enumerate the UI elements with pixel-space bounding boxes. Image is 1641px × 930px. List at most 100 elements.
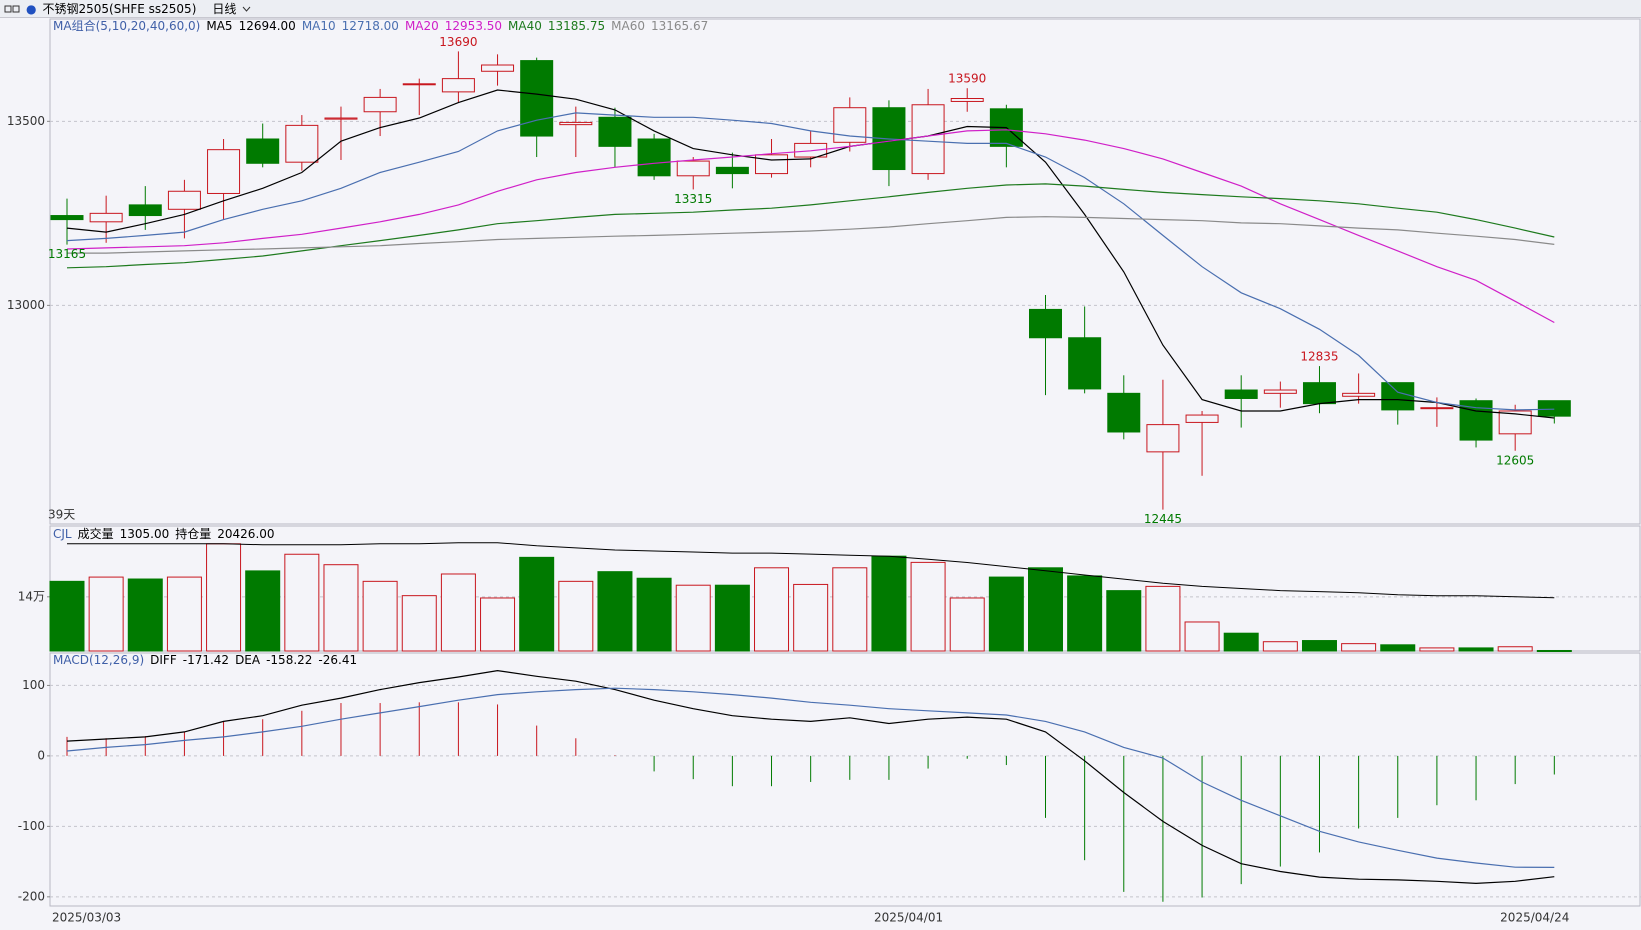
- candle-body: [1342, 392, 1376, 397]
- volume-bar: [1145, 585, 1181, 652]
- legend-value: -158.22: [266, 653, 313, 667]
- extreme-label: 12605: [1496, 453, 1534, 467]
- volume-bar: [793, 583, 829, 652]
- panel-frame: [49, 652, 1641, 907]
- period[interactable]: 日线: [212, 2, 237, 16]
- candle-body: [676, 160, 710, 177]
- volume-bar: [1536, 649, 1572, 652]
- volume-bar: [675, 584, 711, 652]
- candle-body: [89, 212, 123, 223]
- candle-body: [1107, 392, 1141, 433]
- candle-body: [441, 78, 475, 93]
- candle-body: [637, 138, 671, 177]
- y-tick-label: 100: [22, 678, 45, 692]
- legend-value: 12718.00: [341, 19, 399, 33]
- macd-legend: MACD(12,26,9) DIFF -171.42 DEA -158.22 -26.4…: [53, 653, 357, 668]
- volume-bar: [1419, 647, 1455, 652]
- title-bar: ● 不锈钢2505(SHFE ss2505) 日线: [0, 0, 1641, 18]
- volume-bar: [206, 543, 242, 652]
- legend-name: MA40: [508, 19, 542, 33]
- candle-body: [755, 154, 789, 175]
- volume-bar: [245, 570, 281, 652]
- legend-name: MA5: [206, 19, 233, 33]
- y-tick-label: -200: [18, 889, 45, 903]
- volume-bar: [1106, 590, 1142, 652]
- volume-bar: [49, 580, 85, 652]
- volume-bar: [323, 564, 359, 652]
- volume-bar: [1067, 575, 1103, 652]
- volume-bar: [1380, 644, 1416, 652]
- legend-name: MA60: [611, 19, 645, 33]
- x-tick-label: 2025/03/03: [52, 911, 121, 925]
- candle-body: [402, 83, 436, 86]
- legend-value: 12694.00: [238, 19, 296, 33]
- legend-value: -171.42: [182, 653, 230, 667]
- ma-line: [66, 89, 1555, 419]
- candle-body: [1537, 400, 1571, 417]
- legend-name: MA20: [404, 19, 439, 33]
- volume-bar: [284, 553, 320, 652]
- legend-value: 12953.50: [444, 19, 503, 33]
- ma-line: [66, 112, 1555, 411]
- legend-value: 13185.75: [547, 19, 606, 33]
- x-tick-label: 2025/04/24: [1500, 911, 1569, 925]
- candle-body: [285, 124, 319, 163]
- candle-body: [324, 117, 358, 120]
- volume-bar: [832, 567, 868, 652]
- extreme-label: 13590: [948, 72, 986, 86]
- candle-body: [207, 149, 241, 194]
- ma-legend: MA组合(5,10,20,40,60,0) MA5 12694.00 MA10 127…: [53, 19, 708, 34]
- ma-line: [66, 129, 1555, 324]
- volume-bar: [480, 597, 516, 652]
- volume-bar: [1301, 640, 1337, 652]
- candle-body: [1146, 424, 1180, 453]
- indicator-label[interactable]: CJL: [53, 527, 72, 541]
- legend-name: 成交量: [77, 527, 114, 541]
- dropdown-icon[interactable]: [242, 5, 251, 13]
- menu-icon[interactable]: [4, 4, 20, 14]
- open-interest-line: [67, 542, 1555, 599]
- extreme-label: 12835: [1300, 350, 1338, 364]
- candle-body: [1185, 414, 1219, 423]
- volume-bar: [1458, 647, 1494, 652]
- legend-value: 13165.67: [651, 19, 709, 33]
- extreme-label: 13165: [48, 247, 86, 261]
- legend-value: -26.41: [318, 653, 358, 667]
- volume-bar: [988, 576, 1024, 652]
- candle-body: [559, 121, 593, 126]
- volume-bar: [949, 597, 985, 652]
- candle-body: [128, 204, 162, 217]
- candle-body: [1068, 337, 1102, 390]
- candle-body: [1029, 308, 1062, 339]
- volume-bar: [754, 567, 790, 652]
- macd-line: [66, 687, 1555, 868]
- candle-body: [520, 60, 554, 137]
- symbol[interactable]: 不锈钢2505(SHFE ss2505): [42, 2, 197, 16]
- volume-bar: [362, 580, 398, 652]
- legend-name: MA10: [301, 19, 336, 33]
- candle-body: [246, 138, 280, 164]
- y-tick-label: 13500: [7, 114, 45, 128]
- candle-body: [1420, 407, 1454, 410]
- candle-body: [598, 116, 632, 147]
- candle-body: [1498, 410, 1532, 435]
- extreme-label: 13690: [439, 35, 477, 49]
- extreme-label: 13315: [674, 192, 712, 206]
- y-tick-label: 0: [37, 748, 45, 762]
- volume-bar: [440, 573, 476, 652]
- legend-value: 20426.00: [217, 527, 275, 541]
- volume-bar: [871, 555, 907, 652]
- candle-body: [715, 166, 749, 175]
- indicator-label[interactable]: MA组合(5,10,20,40,60,0): [53, 19, 201, 33]
- candle-body: [167, 190, 201, 210]
- indicator-label[interactable]: MACD(12,26,9): [53, 653, 145, 667]
- period-label: 39天: [48, 508, 75, 522]
- candle-body: [1224, 389, 1258, 399]
- volume-bar: [558, 580, 594, 652]
- volume-bar: [636, 577, 672, 652]
- extreme-label: 12445: [1144, 512, 1182, 526]
- volume-legend: CJL 成交量 1305.00 持仓量 20426.00: [53, 527, 275, 542]
- legend-name: 持仓量: [175, 527, 212, 541]
